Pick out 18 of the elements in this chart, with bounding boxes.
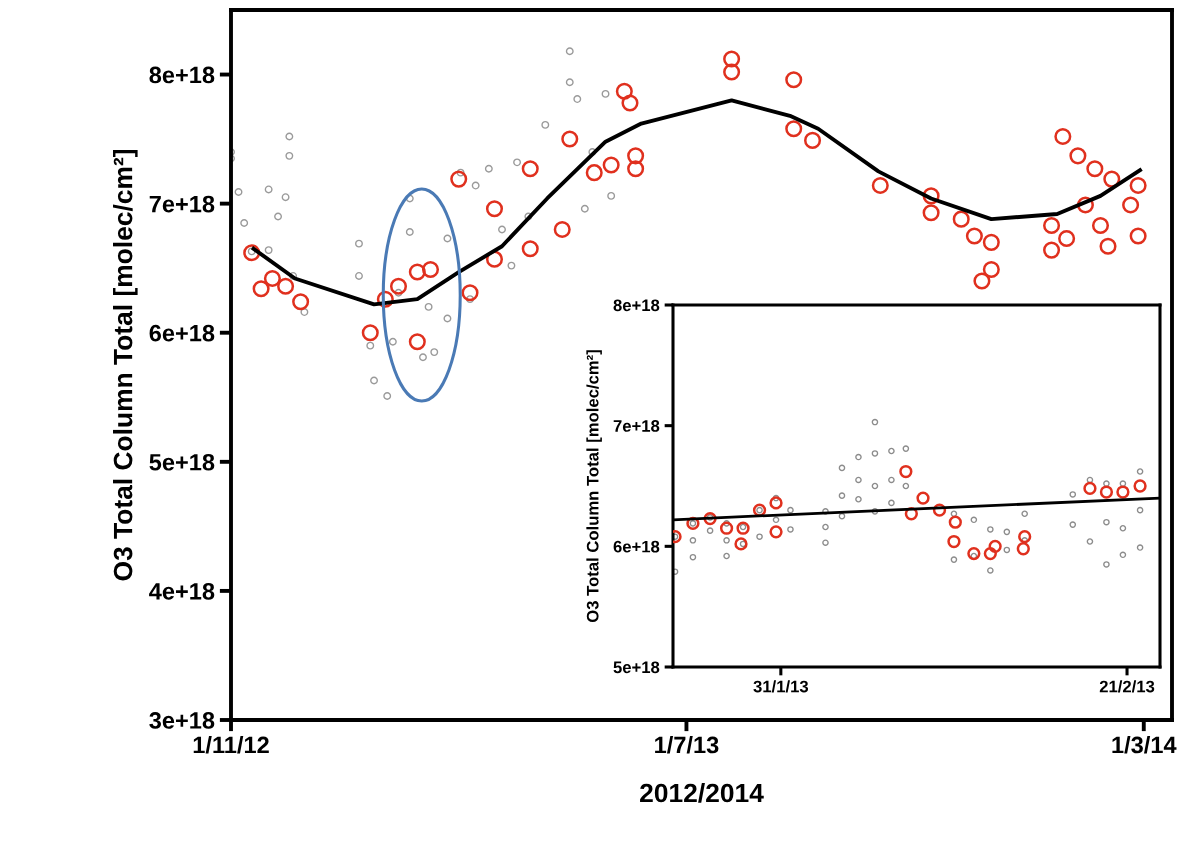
x-tick-label: 31/1/13 xyxy=(753,680,809,693)
y-tick-label: 8e+18 xyxy=(613,299,660,312)
y-tick-label: 4e+18 xyxy=(149,582,215,600)
y-tick-label: 6e+18 xyxy=(149,324,215,342)
y-tick-label: 5e+18 xyxy=(613,661,660,674)
x-tick-label: 21/2/13 xyxy=(1099,680,1155,693)
y-tick-label: 5e+18 xyxy=(149,453,215,471)
y-tick-label: 8e+18 xyxy=(149,66,215,84)
y-tick-label: 7e+18 xyxy=(149,195,215,213)
x-axis-title: 2012/2014 xyxy=(640,782,764,803)
x-tick-label: 1/11/12 xyxy=(193,735,269,754)
x-tick-label: 1/3/14 xyxy=(1112,735,1177,754)
y-tick-label: 7e+18 xyxy=(613,420,660,432)
y-tick-label: 3e+18 xyxy=(149,712,215,729)
y-axis-title: O3 Total Column Total [molec/cm²] xyxy=(113,149,138,581)
y-axis-title: O3 Total Column Total [molec/cm²] xyxy=(586,350,602,623)
y-tick-label: 6e+18 xyxy=(613,540,660,553)
x-tick-label: 1/7/13 xyxy=(655,735,719,754)
